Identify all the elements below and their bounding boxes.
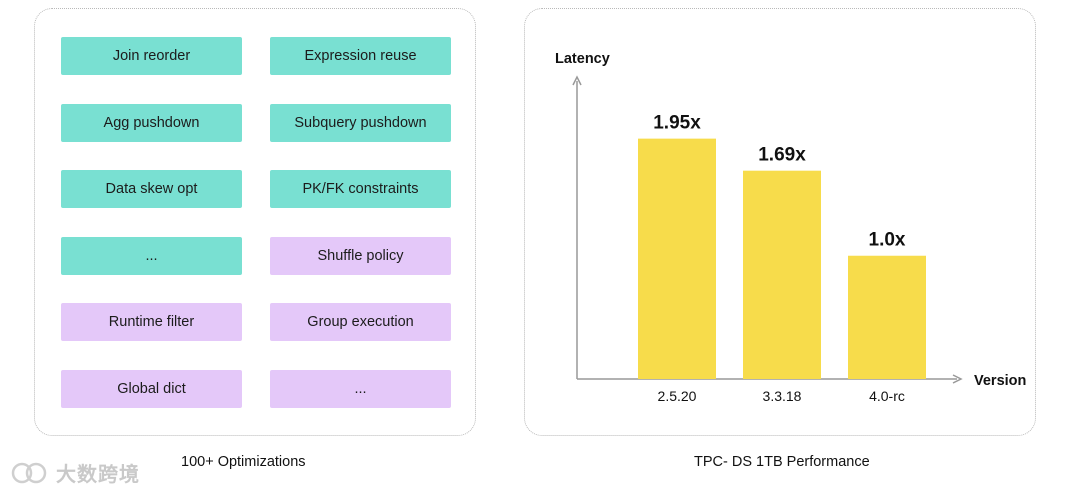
optimization-item[interactable]: Shuffle policy xyxy=(270,236,451,275)
optimization-item[interactable]: ... xyxy=(270,369,451,408)
optimization-item[interactable]: Subquery pushdown xyxy=(270,103,451,142)
optimization-item[interactable]: Data skew opt xyxy=(61,170,242,209)
x-axis-label: Version xyxy=(974,373,1026,389)
performance-chart-panel: Latency Version 1.95x 2.5.20 1.69x 3.3.18 1.0x… xyxy=(524,8,1036,436)
data-label: 1.69x xyxy=(758,145,806,166)
latency-bar-chart: Latency Version 1.95x 2.5.20 1.69x 3.3.18 1.0x… xyxy=(555,51,1026,404)
bar-3.3.18 xyxy=(743,170,821,379)
x-tick-label: 4.0-rc xyxy=(869,388,905,404)
watermark-icon xyxy=(11,462,47,483)
optimization-item[interactable]: Agg pushdown xyxy=(61,103,242,142)
optimization-grid: Join reorder Expression reuse Agg pushdown… xyxy=(61,37,451,408)
y-axis-arrow-icon xyxy=(572,75,582,86)
performance-caption: TPC- DS 1TB Performance xyxy=(694,454,870,470)
bar-4.0-rc xyxy=(848,255,926,379)
y-axis-label: Latency xyxy=(555,51,610,67)
optimization-item[interactable]: Expression reuse xyxy=(270,37,451,75)
data-label: 1.0x xyxy=(869,230,906,251)
data-label: 1.95x xyxy=(653,113,701,134)
optimization-item[interactable]: Runtime filter xyxy=(61,303,242,342)
optimizations-caption: 100+ Optimizations xyxy=(181,454,306,470)
x-axis-arrow-icon xyxy=(952,374,963,384)
x-tick-label: 3.3.18 xyxy=(763,388,802,404)
optimization-item[interactable]: Group execution xyxy=(270,303,451,342)
optimization-item[interactable]: PK/FK constraints xyxy=(270,170,451,209)
watermark-text: 大数跨境 xyxy=(56,464,140,486)
optimization-item[interactable]: Global dict xyxy=(61,369,242,408)
bar-2.5.20 xyxy=(638,138,716,379)
x-tick-label: 2.5.20 xyxy=(658,388,697,404)
optimization-item[interactable]: Join reorder xyxy=(61,37,242,75)
optimizations-panel: Join reorder Expression reuse Agg pushdown… xyxy=(34,8,476,436)
optimization-item[interactable]: ... xyxy=(61,236,242,275)
watermark-logo: 大数跨境 xyxy=(10,458,140,487)
